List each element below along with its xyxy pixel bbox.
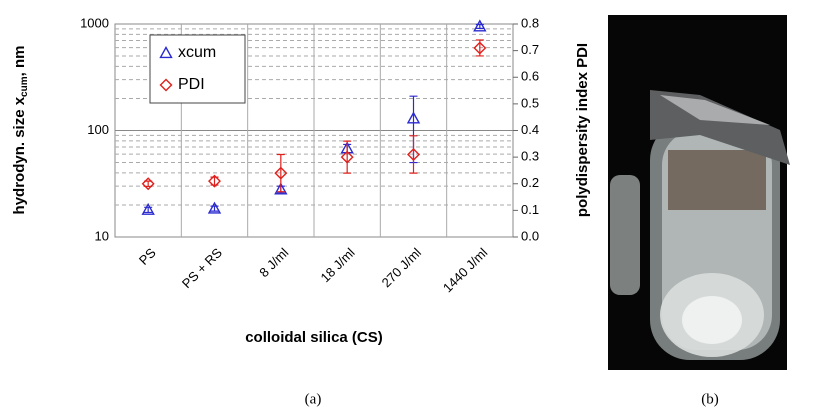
legend-label: PDI xyxy=(178,76,205,93)
error-bar xyxy=(343,140,352,174)
y2-tick-label: 0.0 xyxy=(521,228,539,243)
y2-tick-label: 0.8 xyxy=(521,15,539,30)
panel-label: (a) xyxy=(305,391,322,407)
y2-tick-label: 0.2 xyxy=(521,175,539,190)
y-tick-label: 10 xyxy=(95,228,109,243)
y-tick-label: 100 xyxy=(87,122,109,137)
y2-tick-label: 0.4 xyxy=(521,122,539,137)
data-point xyxy=(274,182,288,195)
data-point xyxy=(141,202,155,215)
legend-label: xcum xyxy=(178,44,216,61)
error-bar xyxy=(144,206,153,214)
error-bar xyxy=(210,176,219,186)
data-point xyxy=(407,147,420,161)
y-axis-title-main: hydrodyn. size x xyxy=(11,96,28,214)
data-point xyxy=(208,174,221,188)
error-bar xyxy=(276,153,285,193)
data-point xyxy=(406,111,421,124)
x-axis-title: colloidal silica (CS) xyxy=(245,329,383,346)
y2-tick-label: 0.7 xyxy=(521,42,539,57)
legend-marker xyxy=(159,78,173,92)
photo xyxy=(608,15,790,370)
x-tick-label: PS + RS xyxy=(179,245,225,291)
y2-tick-label: 0.1 xyxy=(521,202,539,217)
x-tick-label: 8 J/ml xyxy=(256,245,291,280)
y2-tick-label: 0.5 xyxy=(521,95,539,110)
x-tick-label: 1440 J/ml xyxy=(440,245,491,296)
y-axis-title-sub: cum xyxy=(19,76,30,97)
y-axis-title: hydrodyn. size xcum, nm xyxy=(11,46,30,215)
x-tick-label: 270 J/ml xyxy=(379,245,424,290)
data-point xyxy=(473,41,487,55)
data-point xyxy=(141,177,155,191)
y-axis-title-unit: , nm xyxy=(11,46,28,77)
error-bar xyxy=(210,205,219,212)
y2-tick-label: 0.6 xyxy=(521,69,539,84)
data-point xyxy=(274,166,288,180)
error-bar xyxy=(409,135,418,174)
legend-marker xyxy=(159,46,173,59)
data-point xyxy=(207,201,222,214)
y2-axis-title: polydispersity index PDI xyxy=(574,43,591,217)
y-tick-label: 1000 xyxy=(80,15,109,30)
data-point xyxy=(473,19,487,32)
x-tick-label: PS xyxy=(136,245,159,268)
data-point xyxy=(340,150,354,164)
panel-label: (b) xyxy=(701,391,719,407)
y2-tick-label: 0.3 xyxy=(521,149,539,164)
x-tick-label: 18 J/ml xyxy=(317,245,357,285)
legend-box xyxy=(149,34,246,104)
